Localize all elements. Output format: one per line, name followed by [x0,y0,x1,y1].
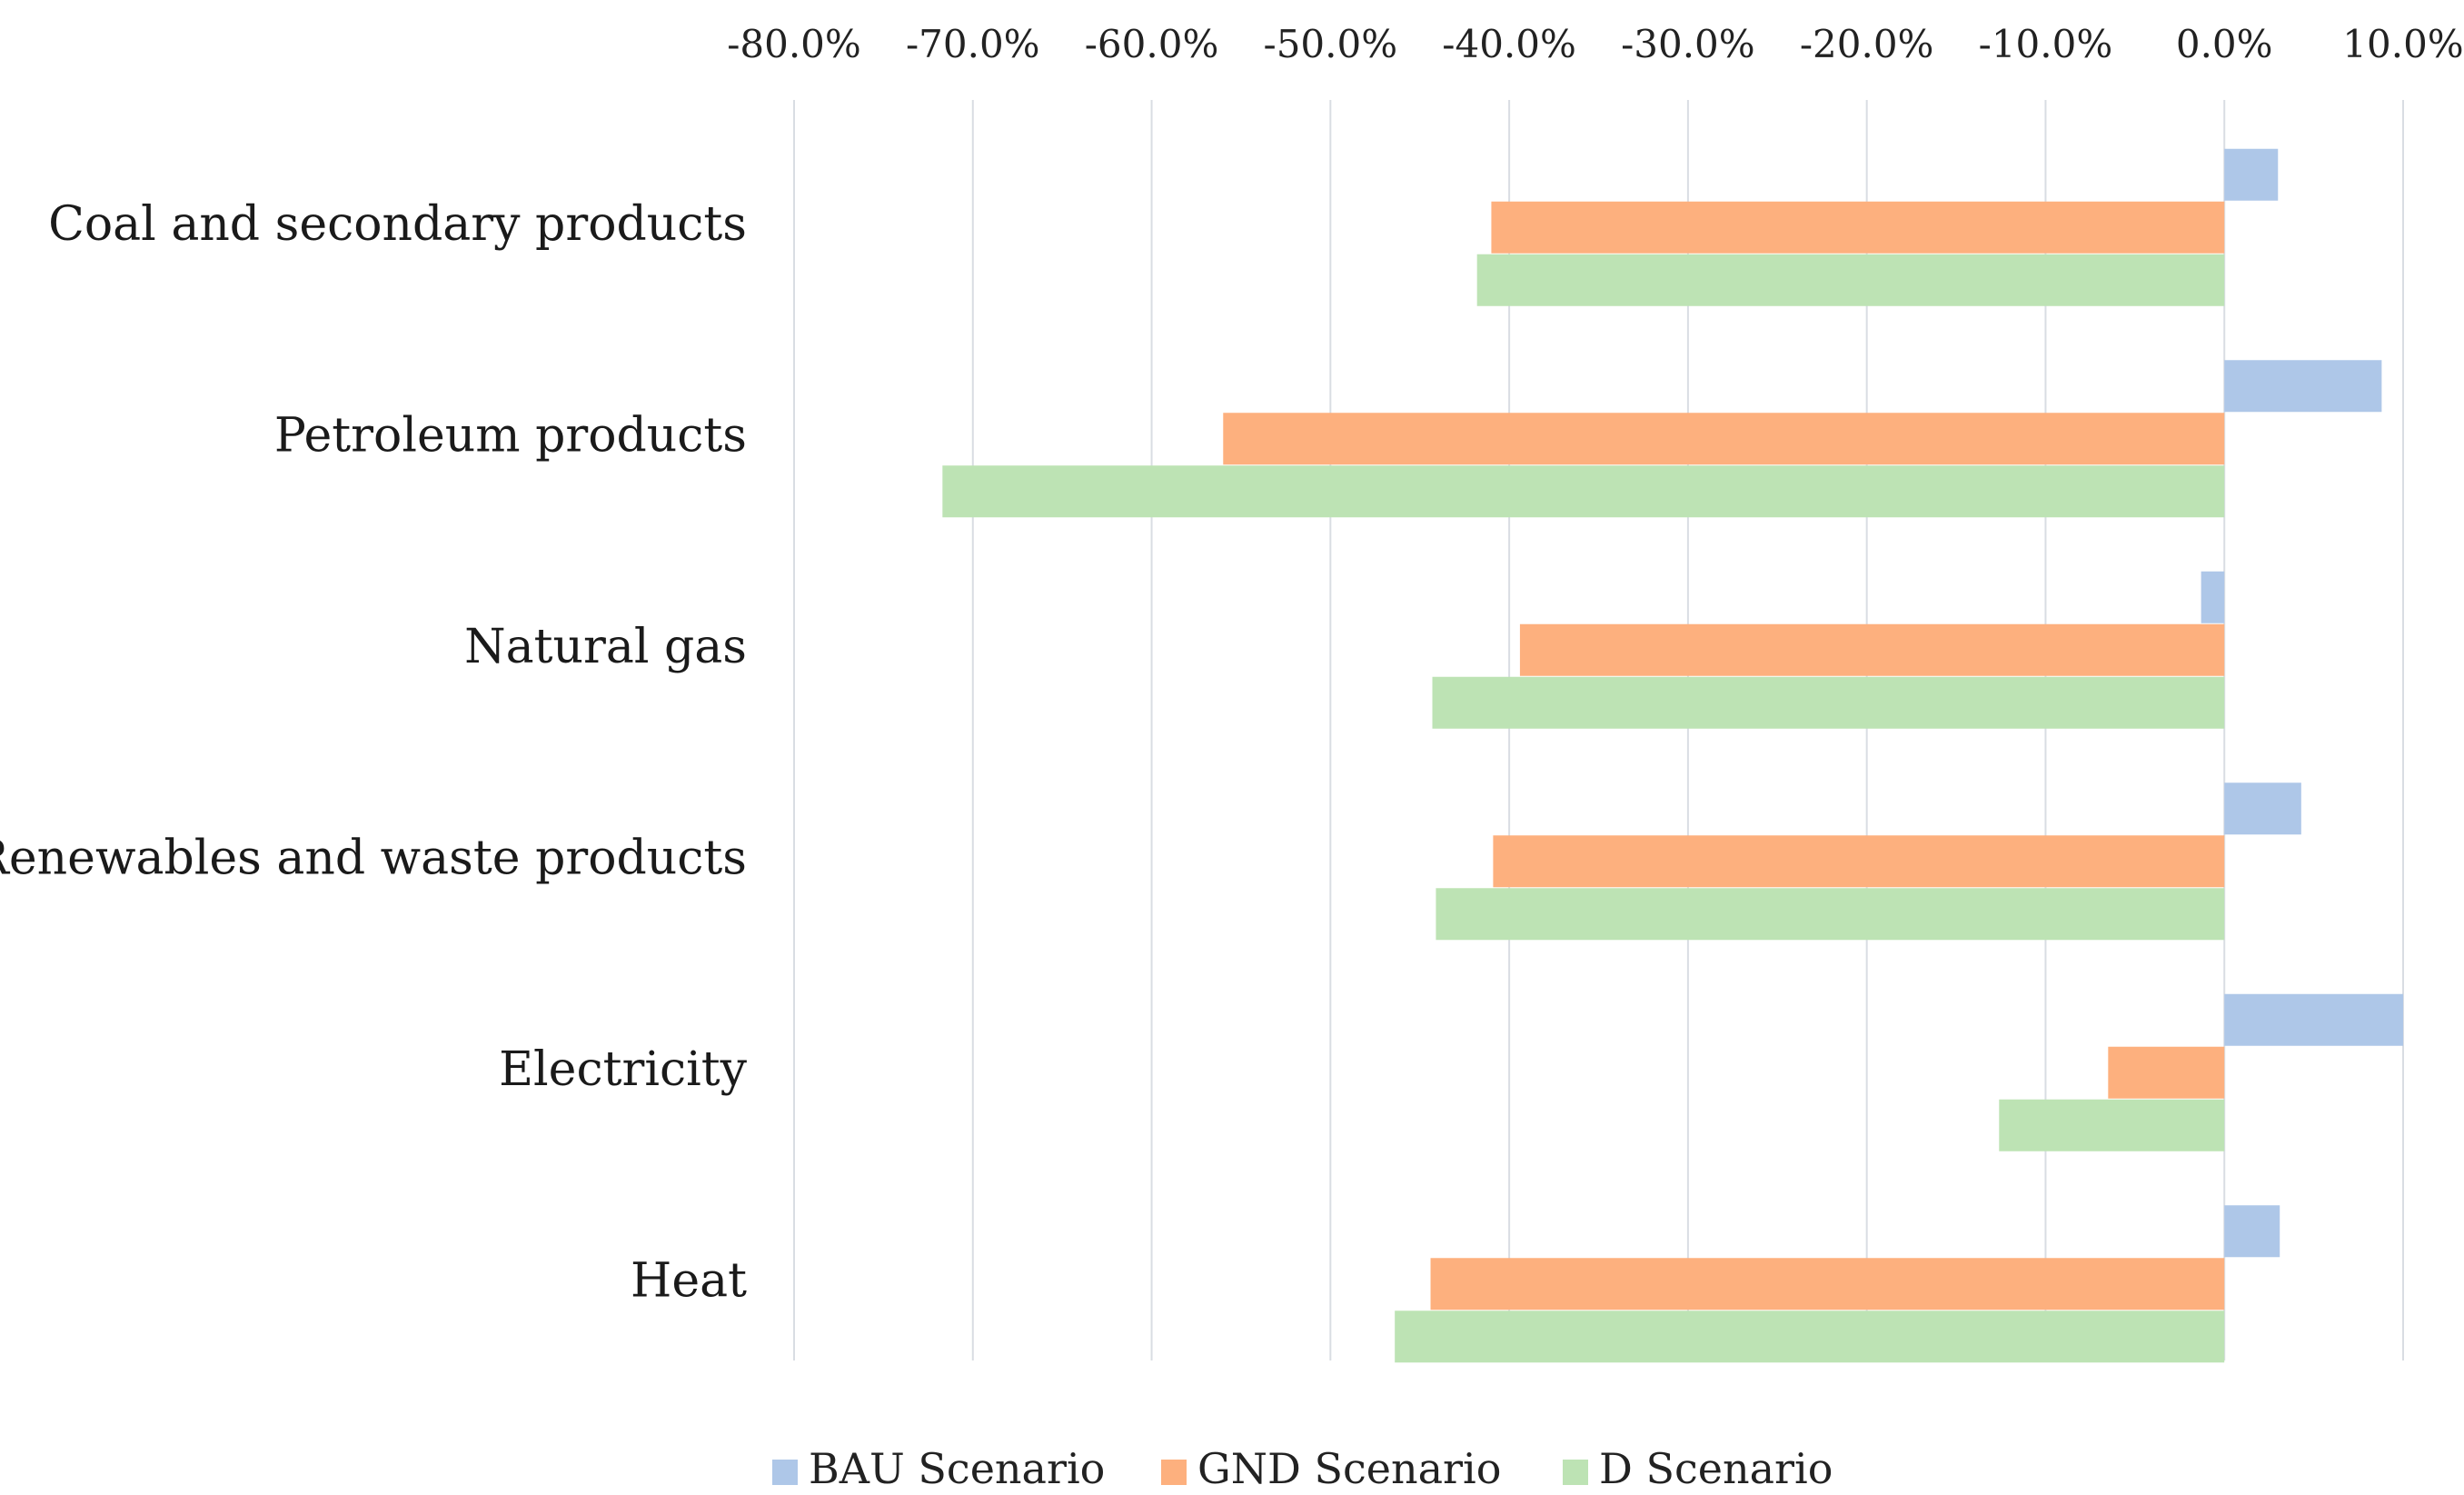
legend-label: D Scenario [1599,1444,1833,1493]
x-tick-label: -60.0% [1085,22,1219,66]
legend: BAU Scenario GND Scenario D Scenario [772,1444,1833,1493]
bar-d-scenario [1436,888,2225,941]
bar-gnd-scenario [1493,835,2225,888]
legend-swatch [1161,1460,1187,1485]
category-labels: Coal and secondary products Petroleum pro… [0,197,748,1309]
bar-d-scenario [1432,676,2225,729]
x-axis-ticks: -80.0% -70.0% -60.0% -50.0% -40.0% -30.0% -20.… [727,22,2464,66]
x-tick-label: -50.0% [1264,22,1398,66]
legend-label: BAU Scenario [809,1444,1105,1493]
bar-gnd-scenario [1430,1258,2225,1311]
bar-bau-scenario [2224,993,2403,1046]
bar-bau-scenario [2224,360,2382,413]
x-tick-label: -20.0% [1800,22,1934,66]
x-tick-label: -80.0% [727,22,861,66]
x-tick-label: -10.0% [1979,22,2113,66]
x-tick-label: 0.0% [2176,22,2273,66]
category-label: Heat [631,1253,747,1308]
bars [942,148,2403,1363]
x-tick-label: -30.0% [1621,22,1755,66]
legend-swatch [1563,1460,1588,1485]
bar-bau-scenario [2224,782,2301,835]
legend-swatch [772,1460,798,1485]
bar-gnd-scenario [2108,1046,2225,1099]
category-label: Natural gas [464,620,747,674]
x-tick-label: 10.0% [2342,22,2463,66]
category-label: Coal and secondary products [48,197,747,252]
bar-d-scenario [1476,254,2225,306]
bar-gnd-scenario [1519,623,2225,676]
category-label: Renewables and waste products [0,831,747,885]
bar-gnd-scenario [1491,201,2225,254]
bar-gnd-scenario [1223,413,2225,465]
bar-bau-scenario [2224,148,2279,201]
bar-d-scenario [942,465,2225,518]
x-tick-label: -70.0% [906,22,1040,66]
bar-bau-scenario [2201,571,2225,623]
category-label: Electricity [499,1042,748,1097]
gridlines [793,100,2404,1360]
bar-bau-scenario [2224,1205,2280,1258]
x-tick-label: -40.0% [1442,22,1576,66]
bar-d-scenario [1395,1311,2225,1363]
legend-label: GND Scenario [1197,1444,1501,1493]
category-label: Petroleum products [274,408,747,463]
bar-d-scenario [1999,1099,2225,1151]
